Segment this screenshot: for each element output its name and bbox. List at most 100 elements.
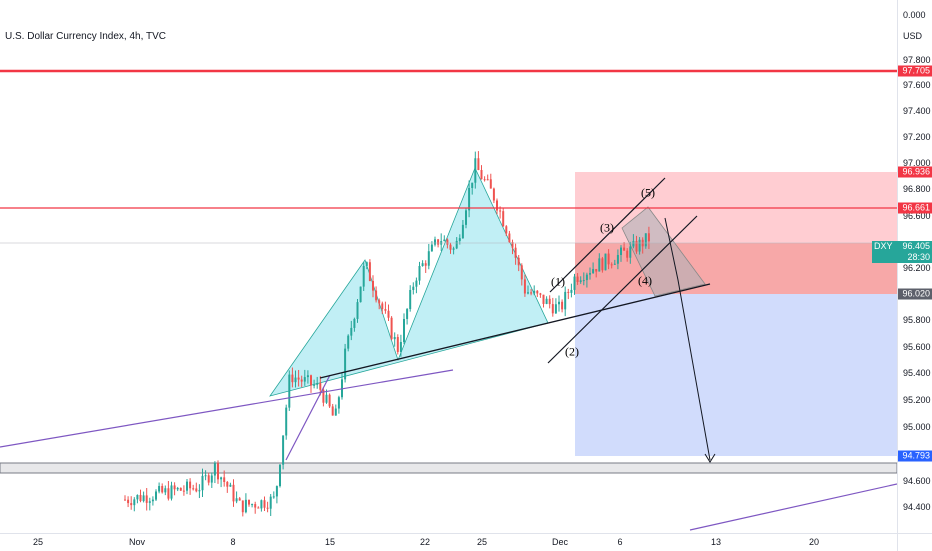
time-axis[interactable]: 25 Nov 8 15 22 25 Dec 6 13 20 bbox=[0, 533, 897, 551]
price-tick: 97.400 bbox=[903, 106, 931, 116]
candle-body bbox=[272, 496, 275, 498]
head-shoulders-pattern bbox=[269, 166, 549, 397]
price-tick: 96.600 bbox=[903, 211, 931, 221]
time-tick: Dec bbox=[551, 537, 569, 547]
candle-body bbox=[347, 335, 350, 349]
price-tick: 96.200 bbox=[903, 263, 931, 273]
wave-label-3: (3) bbox=[600, 220, 614, 235]
candle-body bbox=[508, 233, 511, 243]
candle-body bbox=[319, 383, 322, 390]
candle-body bbox=[133, 499, 136, 506]
candle-body bbox=[325, 394, 328, 403]
price-tick: 95.600 bbox=[903, 342, 931, 352]
price-tag: 97.705 bbox=[898, 65, 932, 77]
candle-body bbox=[434, 239, 436, 245]
candle-body bbox=[142, 495, 145, 502]
price-tick: 97.000 bbox=[903, 158, 931, 168]
candle-body bbox=[195, 488, 198, 492]
candle-body bbox=[390, 317, 393, 340]
candle-countdown: 28:30 bbox=[907, 252, 930, 262]
candle-body bbox=[502, 211, 505, 227]
candle-body bbox=[356, 302, 359, 319]
candle-body bbox=[399, 342, 402, 352]
candle-body bbox=[585, 274, 588, 281]
candle-body bbox=[204, 475, 207, 477]
candle-body bbox=[229, 484, 232, 487]
candle-body bbox=[155, 491, 157, 500]
candle-body bbox=[561, 301, 564, 310]
candle-body bbox=[387, 310, 390, 318]
candle-body bbox=[176, 487, 179, 490]
price-axis[interactable]: USD 0.000 97.800 97.600 97.400 97.200 97.000 9… bbox=[872, 0, 932, 533]
candle-body bbox=[489, 179, 492, 189]
candle-body bbox=[548, 298, 551, 305]
candle-body bbox=[241, 500, 244, 513]
candle-body bbox=[539, 293, 542, 295]
candle-body bbox=[468, 187, 471, 211]
candle-body bbox=[421, 263, 424, 267]
candle-body bbox=[251, 504, 254, 506]
candle-body bbox=[182, 490, 185, 492]
candle-body bbox=[130, 503, 133, 506]
candle-body bbox=[372, 280, 374, 291]
candle-body bbox=[496, 200, 498, 211]
candle-body bbox=[328, 394, 331, 407]
candle-body bbox=[514, 247, 517, 258]
time-tick: 25 bbox=[476, 537, 488, 547]
candle-body bbox=[266, 507, 269, 509]
candle-body bbox=[186, 481, 188, 491]
candle-body bbox=[620, 247, 622, 255]
price-tick: 97.200 bbox=[903, 132, 931, 142]
candle-body bbox=[412, 286, 415, 290]
projection-arrow bbox=[664, 217, 711, 461]
candle-body bbox=[461, 224, 464, 239]
candle-body bbox=[403, 318, 405, 343]
candle-body bbox=[244, 499, 247, 513]
candle-body bbox=[492, 188, 495, 201]
candle-body bbox=[635, 241, 638, 252]
candle-body bbox=[269, 496, 272, 509]
price-tick: 95.800 bbox=[903, 315, 931, 325]
candle-body bbox=[536, 290, 539, 294]
candle-body bbox=[151, 499, 154, 502]
candle-body bbox=[217, 463, 219, 480]
candle-body bbox=[201, 475, 204, 491]
candle-body bbox=[297, 377, 300, 380]
candle-body bbox=[564, 291, 567, 310]
candle-body bbox=[282, 435, 285, 465]
long-trendline bbox=[0, 369, 454, 448]
current-price: 96.405 bbox=[902, 241, 930, 251]
candle-body bbox=[158, 486, 161, 492]
candle-body bbox=[306, 375, 309, 378]
candle-body bbox=[638, 239, 641, 252]
candle-body bbox=[477, 158, 480, 171]
price-tick: 97.600 bbox=[903, 80, 931, 90]
time-tick: 6 bbox=[617, 537, 623, 547]
candle-body bbox=[161, 486, 164, 493]
candle-body bbox=[359, 286, 362, 303]
candle-body bbox=[458, 238, 461, 241]
chart-canvas[interactable] bbox=[0, 0, 897, 533]
candle-body bbox=[446, 239, 449, 245]
candle-body bbox=[310, 375, 312, 386]
candle-body bbox=[279, 464, 281, 487]
candle-body bbox=[595, 269, 598, 272]
candle-body bbox=[517, 257, 520, 266]
candle-body bbox=[238, 498, 241, 501]
candle-body bbox=[189, 481, 192, 489]
candle-body bbox=[483, 179, 486, 181]
time-tick: 15 bbox=[324, 537, 336, 547]
candle-body bbox=[449, 244, 452, 250]
candle-body bbox=[604, 253, 607, 271]
candle-body bbox=[393, 337, 396, 340]
candle-body bbox=[589, 273, 591, 275]
candle-body bbox=[465, 210, 467, 225]
candle-body bbox=[616, 254, 619, 264]
triangle-pattern bbox=[621, 206, 706, 297]
candle-body bbox=[626, 250, 629, 258]
chart-area[interactable]: U.S. Dollar Currency Index, 4h, TVC (1) … bbox=[0, 0, 897, 533]
candle-body bbox=[368, 262, 371, 281]
candle-body bbox=[567, 291, 570, 293]
candle-body bbox=[260, 500, 263, 509]
price-tag: 96.020 bbox=[898, 288, 932, 300]
